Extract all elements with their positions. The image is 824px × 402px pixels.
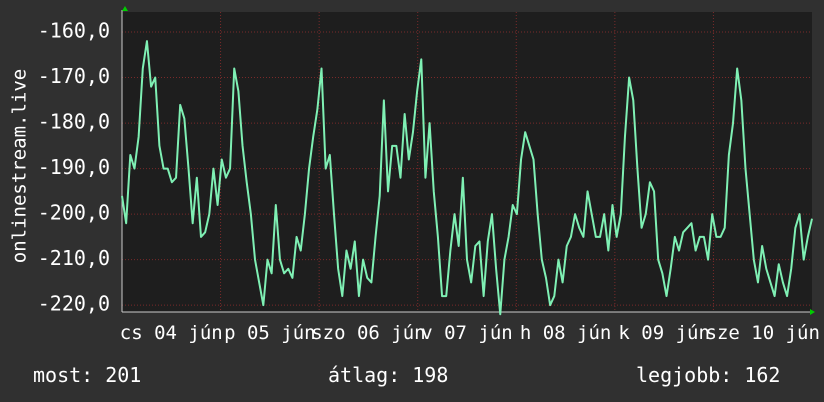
x-tick-label: szo 06 jún	[311, 322, 425, 344]
y-tick-label: -190,0	[38, 155, 110, 179]
y-tick-label: -160,0	[38, 19, 110, 43]
axis-arrow	[810, 309, 815, 315]
stat-label: legjobb:	[636, 363, 732, 387]
stat-label: átlag:	[328, 363, 400, 387]
x-tick-label: k 09 jún	[618, 322, 710, 344]
y-tick-label: -200,0	[38, 201, 110, 225]
y-tick-label: -170,0	[38, 64, 110, 88]
x-tick-label: h 08 jún	[520, 322, 612, 344]
stat: átlag: 198	[328, 363, 448, 387]
stat-label: most:	[33, 363, 93, 387]
x-tick-label: p 05 jún	[224, 322, 316, 344]
x-tick-label: cs 04 jún	[120, 322, 223, 344]
stat-value: 201	[105, 363, 141, 387]
y-tick-label: -180,0	[38, 110, 110, 134]
data-line	[121, 40, 813, 316]
stat-value: 198	[412, 363, 448, 387]
stat: most: 201	[33, 363, 141, 387]
y-tick-label: -220,0	[38, 292, 110, 316]
axis-arrow	[122, 6, 128, 11]
stat-value: 162	[744, 363, 780, 387]
x-tick-label: sze 10 jún	[706, 322, 820, 344]
y-axis-label: onlinestream.live	[9, 69, 31, 263]
x-tick-label: v 07 jún	[421, 322, 513, 344]
plot-area	[122, 12, 812, 312]
y-tick-label: -210,0	[38, 246, 110, 270]
stat: legjobb: 162	[636, 363, 780, 387]
